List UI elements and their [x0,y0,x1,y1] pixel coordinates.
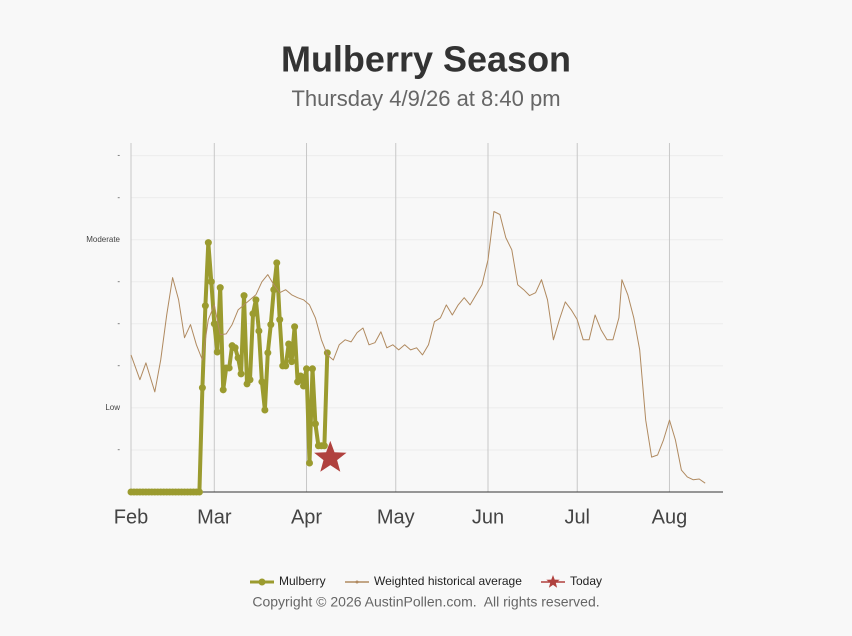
y-tick-label: - [117,319,120,328]
data-point [320,442,328,450]
data-point [291,323,299,331]
data-point [270,286,278,294]
x-tick-label: May [377,506,415,528]
data-point [237,370,245,378]
data-point [308,365,316,373]
data-point [297,372,305,380]
chart-title: Mulberry Season [281,39,571,80]
y-tick-label: Moderate [86,235,120,244]
data-point [234,354,242,362]
data-point [198,384,206,392]
y-tick-label: - [117,361,120,370]
legend-label: Mulberry [279,574,326,588]
legend-label: Today [570,574,602,588]
data-point [213,348,221,356]
legend-dot [258,578,266,586]
data-point [231,344,239,352]
x-tick-label: Mar [197,506,232,528]
y-tick-label: - [117,193,120,202]
legend-star [546,575,560,588]
data-point [204,239,212,247]
data-point [276,316,284,324]
data-point [252,296,260,304]
copyright: Copyright © 2026 AustinPollen.com. All r… [252,594,599,610]
data-point [294,378,302,386]
data-point [300,382,308,390]
x-tick-label: Aug [652,506,688,528]
data-point [285,340,293,348]
legend-label: Weighted historical average [374,574,522,588]
data-point [305,459,313,467]
x-tick-label: Jul [564,506,590,528]
data-point [207,278,215,286]
data-point [273,259,281,267]
data-point [195,488,203,496]
data-point [249,310,257,318]
data-point [216,284,224,292]
data-point [261,406,269,414]
data-point [210,320,218,328]
data-point [240,292,248,300]
data-point [303,365,311,373]
data-point [201,302,209,310]
y-tick-label: - [117,445,120,454]
data-point [225,364,233,372]
data-point [219,386,227,394]
today-marker [314,440,347,472]
x-tick-label: Feb [114,506,148,528]
data-point [267,321,275,329]
data-point [258,378,266,386]
y-tick-label: - [117,151,120,160]
x-tick-label: Jun [472,506,504,528]
data-point [282,362,290,370]
y-tick-label: Low [105,403,120,412]
data-point [288,358,296,366]
series-line [130,211,706,484]
y-tick-label: - [117,277,120,286]
data-point [255,327,263,335]
x-tick-label: Apr [291,506,322,528]
chart-subtitle: Thursday 4/9/26 at 8:40 pm [291,86,560,111]
data-point [311,420,319,428]
data-point [246,376,254,384]
legend-dot [355,580,359,584]
data-point [264,349,272,357]
